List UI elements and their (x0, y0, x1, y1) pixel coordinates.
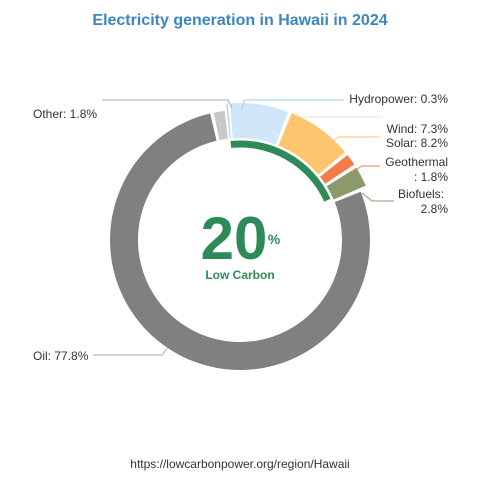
label-oil: Oil: 77.8% (33, 349, 89, 363)
slice-solar (278, 113, 346, 175)
leader-oil (93, 346, 169, 356)
label-hydropower: Hydropower: 0.3% (349, 92, 448, 106)
leader-hydropower (241, 99, 344, 111)
label-solar: Solar: 8.2% (386, 136, 448, 150)
leader-geothermal (351, 165, 380, 173)
label-biofuels-line-2: 2.8% (421, 202, 449, 216)
low-carbon-label: Low Carbon (205, 268, 274, 282)
source-url[interactable]: https://lowcarbonpower.org/region/Hawaii (130, 457, 349, 471)
slice-geothermal (320, 155, 355, 184)
leader-lines (93, 99, 394, 356)
slice-biofuels (326, 167, 366, 200)
low-carbon-arc (230, 140, 331, 202)
donut-slices (110, 103, 370, 370)
leader-biofuels (361, 192, 394, 202)
label-geothermal-line-1: Geothermal (385, 155, 448, 169)
slice-hydropower (226, 103, 231, 139)
chart-title: Electricity generation in Hawaii in 2024 (92, 12, 387, 29)
slice-labels: Hydropower: 0.3% Wind: 7.3%Solar: 8.2% Geo… (33, 92, 448, 363)
slice-other (213, 110, 228, 141)
low-carbon-unit: % (268, 231, 281, 247)
slice-wind (230, 103, 289, 145)
label-wind: Wind: 7.3% (387, 122, 449, 136)
leader-solar (329, 136, 380, 146)
label-biofuels-line-1: Biofuels: (398, 187, 444, 201)
label-geothermal-line-2: : 1.8% (414, 170, 448, 184)
label-other: Other: 1.8% (33, 107, 97, 121)
leader-other (102, 99, 233, 109)
low-carbon-value: 20 (201, 205, 268, 272)
